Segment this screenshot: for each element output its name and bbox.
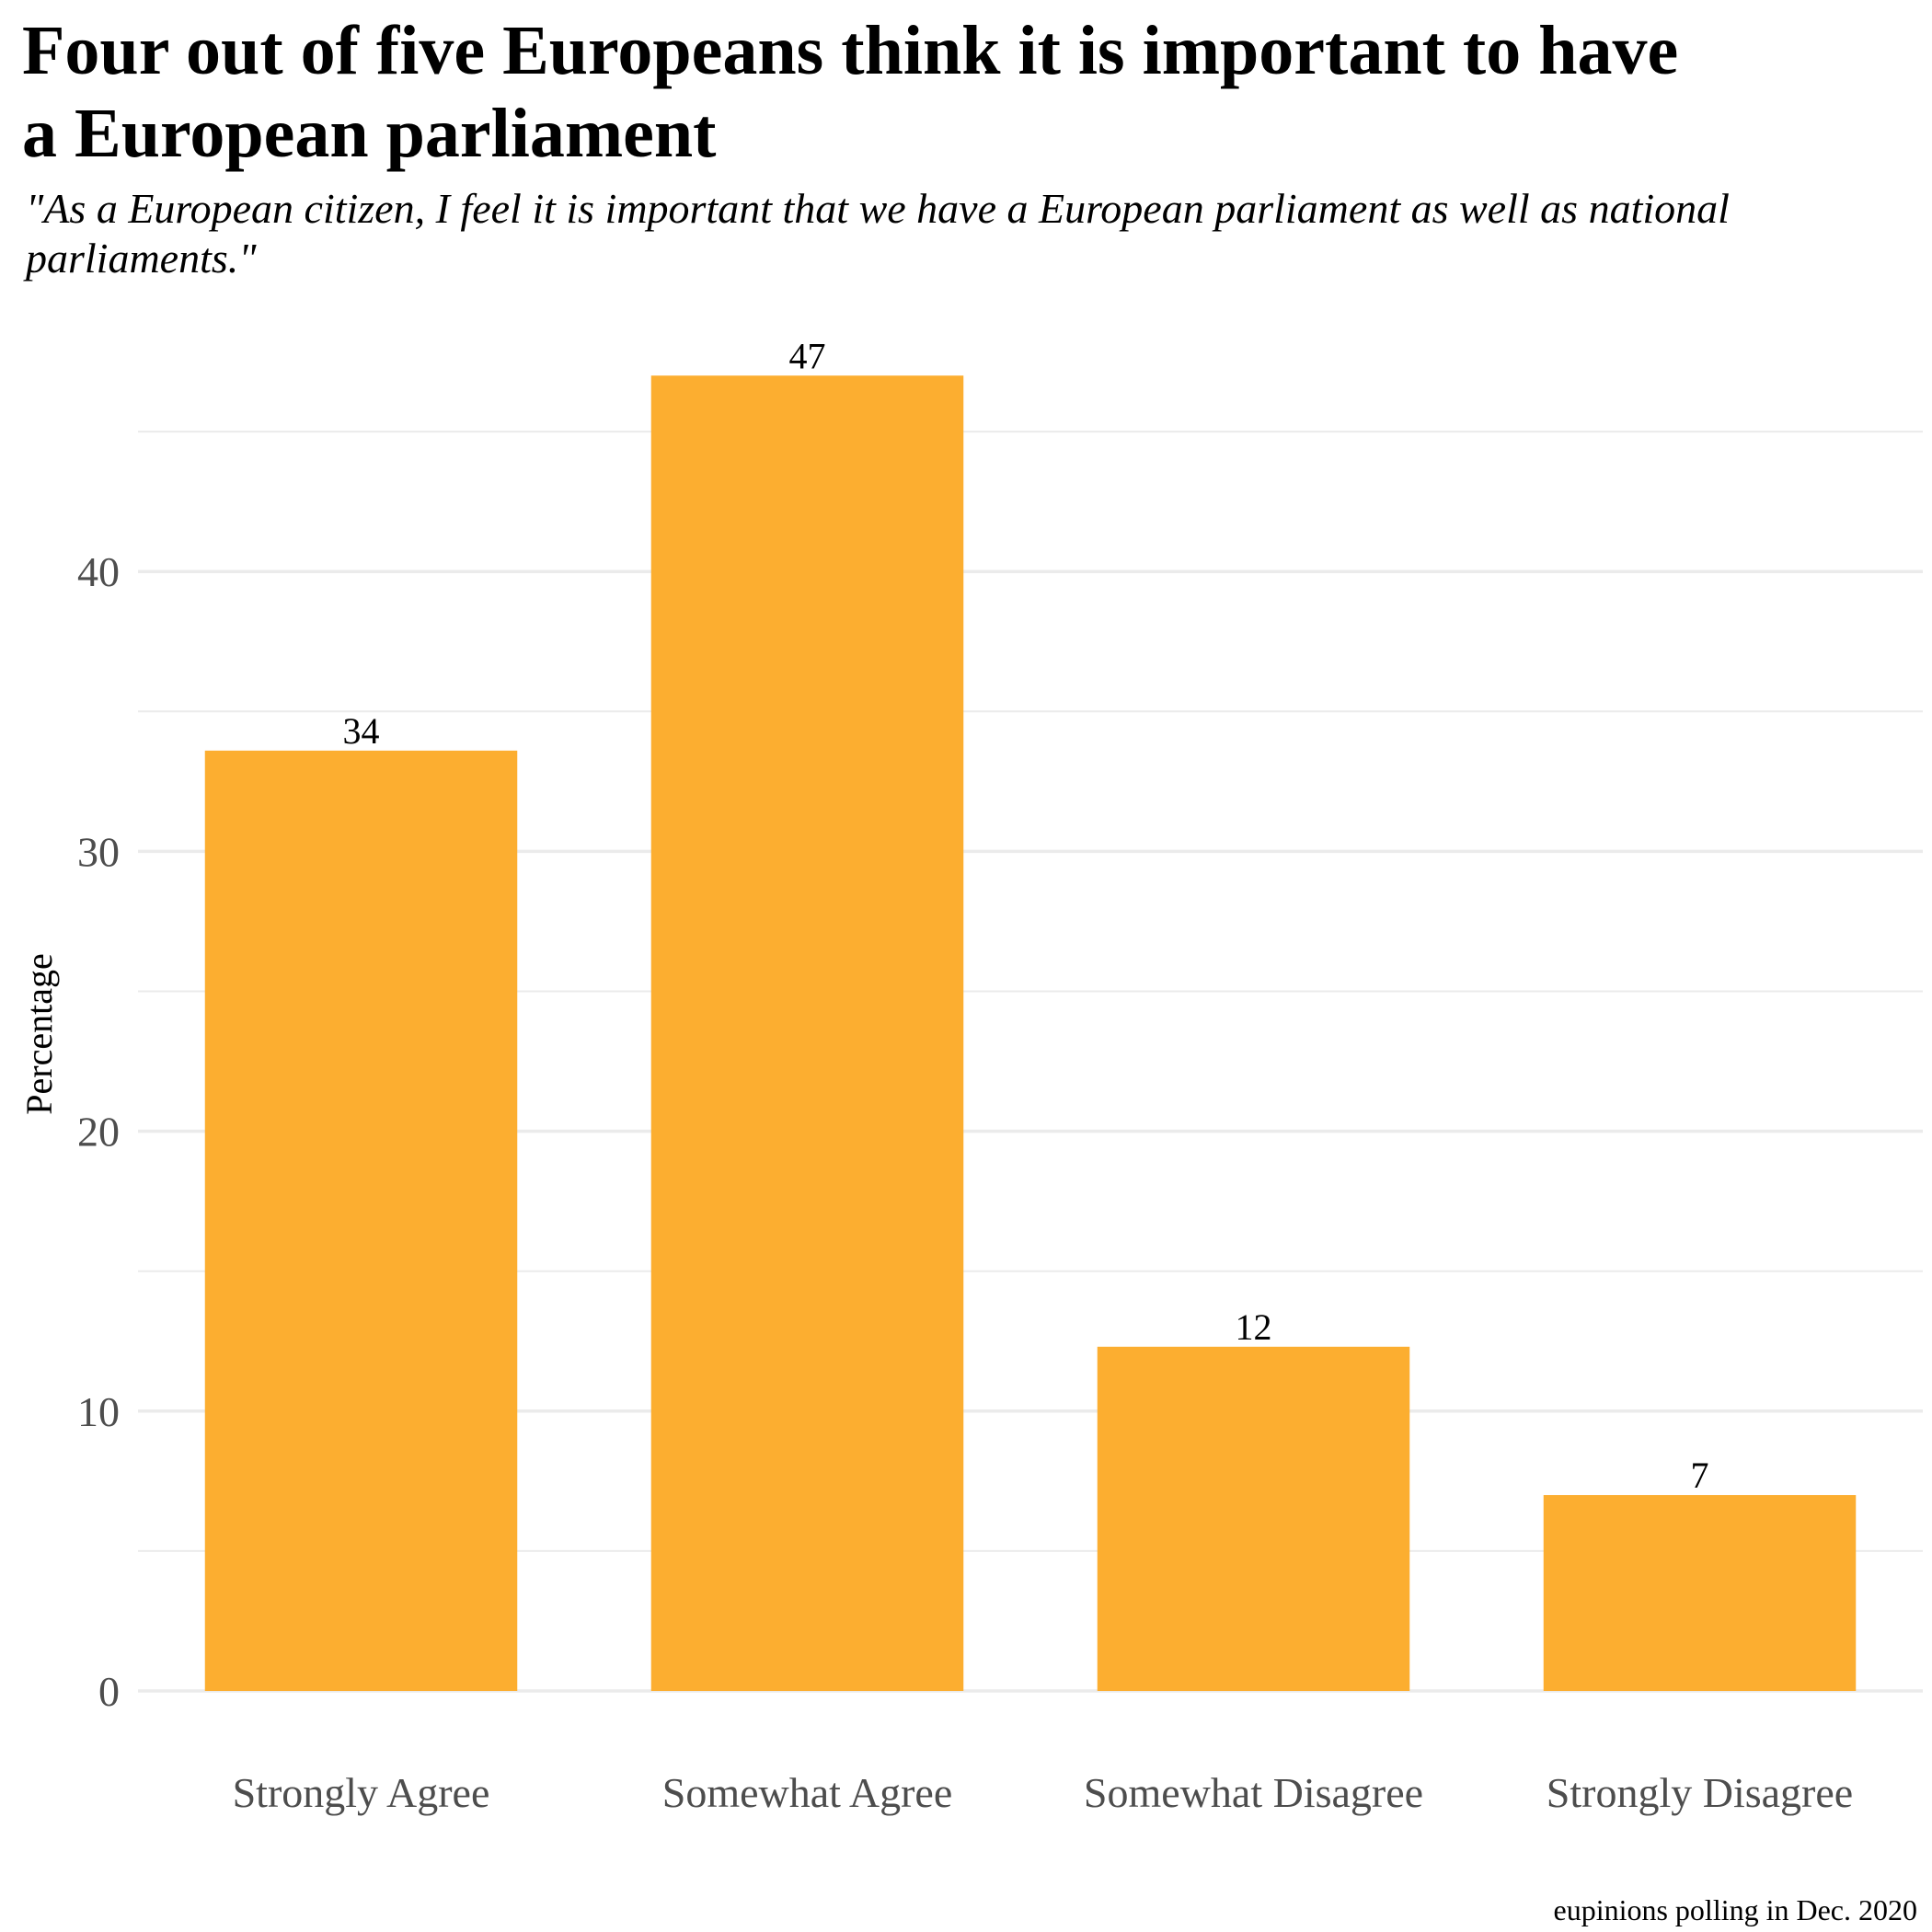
bar-value-label: 12 (1236, 1306, 1272, 1348)
bar (204, 750, 518, 1691)
y-tick-label: 30 (77, 828, 120, 875)
bar (1543, 1495, 1857, 1691)
x-tick-label: Strongly Disagree (1547, 1769, 1853, 1816)
x-tick-label: Somewhat Disagree (1084, 1769, 1423, 1816)
x-tick-label: Somewhat Agree (662, 1769, 953, 1816)
y-axis-title: Percentage (18, 953, 60, 1114)
bar-value-label: 34 (343, 710, 380, 752)
chart-subtitle: "As a European citizen, I feel it is imp… (26, 185, 1730, 282)
chart-title: Four out of five Europeans think it is i… (22, 12, 1679, 172)
x-tick-label: Strongly Agree (233, 1769, 490, 1816)
bar-value-label: 47 (789, 335, 826, 376)
y-tick-label: 10 (77, 1388, 120, 1435)
bar (1097, 1346, 1410, 1691)
bars (204, 375, 1857, 1691)
chart-caption: eupinions polling in Dec. 2020 (1553, 1893, 1917, 1926)
x-axis-ticks: Strongly Agree Somewhat Agree Somewhat Dis… (233, 1769, 1854, 1816)
y-tick-label: 0 (98, 1668, 120, 1715)
y-tick-label: 40 (77, 548, 120, 595)
y-tick-label: 20 (77, 1109, 120, 1156)
bar-value-labels: 34 47 12 7 (343, 335, 1709, 1496)
y-axis-ticks: 0 10 20 30 40 (77, 548, 120, 1715)
bar-value-label: 7 (1691, 1455, 1709, 1496)
bar (650, 375, 964, 1691)
